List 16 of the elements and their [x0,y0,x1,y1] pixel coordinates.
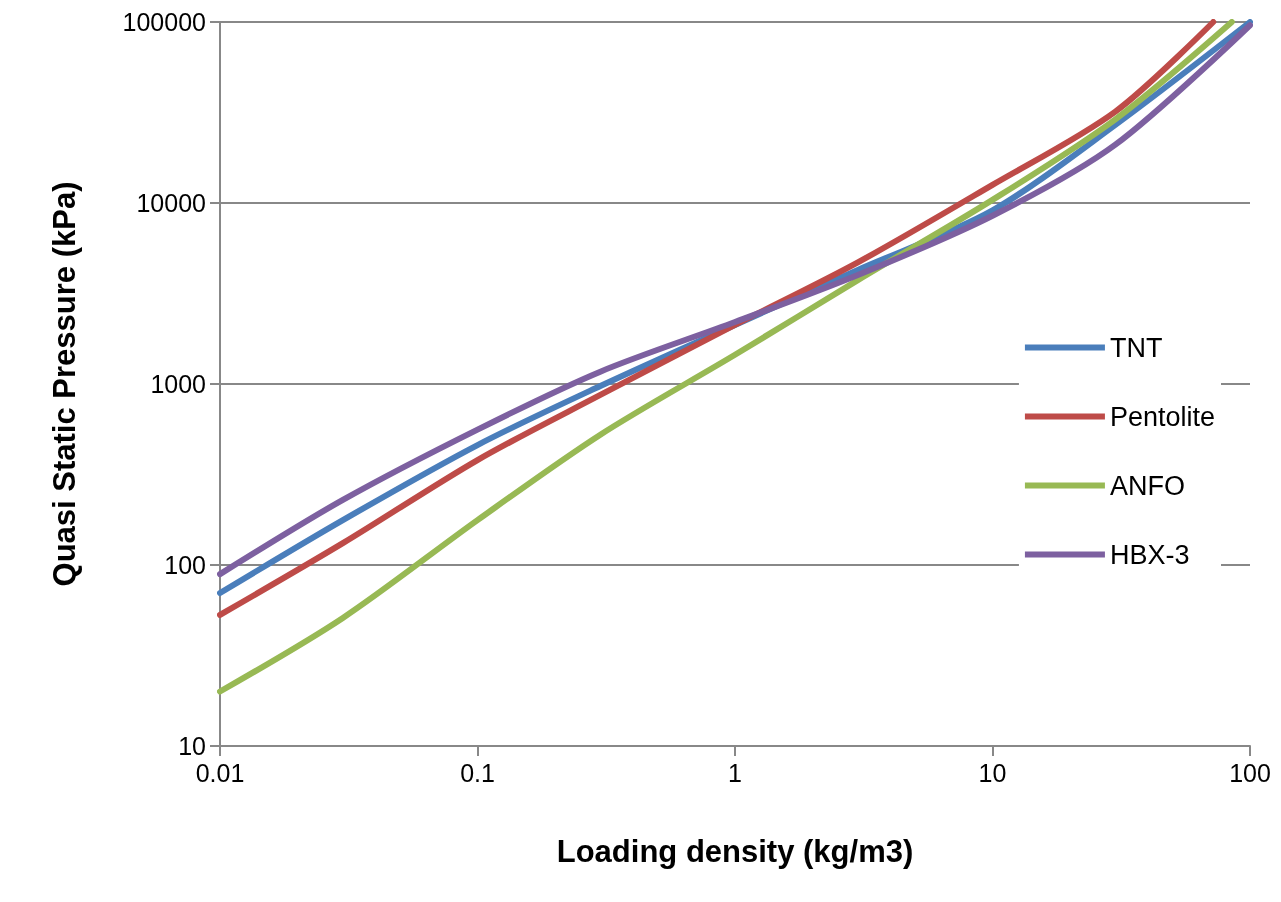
legend-label: ANFO [1109,470,1185,501]
y-axis-title: Quasi Static Pressure (kPa) [47,181,82,587]
legend-label: HBX-3 [1109,539,1190,570]
legend-label: TNT [1109,332,1163,363]
x-tick-label: 0.1 [460,758,495,787]
y-tick-label: 100000 [122,8,206,36]
x-tick-label: 10 [978,758,1007,787]
x-axis-title: Loading density (kg/m3) [556,834,914,869]
y-tick-label: 10000 [136,189,206,217]
x-tick-label: 100 [1229,758,1271,787]
y-tick-label: 10 [178,732,206,760]
x-tick-label: 1 [728,758,742,787]
y-tick-label: 1000 [150,370,206,398]
x-tick-label: 0.01 [195,758,245,787]
legend-label: Pentolite [1109,401,1215,432]
y-tick-label: 100 [164,551,206,579]
